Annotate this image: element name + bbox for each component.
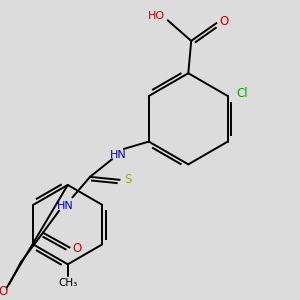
Text: HN: HN: [57, 201, 74, 211]
Text: O: O: [219, 15, 228, 28]
Text: HO: HO: [148, 11, 165, 22]
Text: Cl: Cl: [236, 87, 248, 100]
Text: O: O: [0, 285, 8, 298]
Text: HN: HN: [110, 150, 126, 160]
Text: O: O: [72, 242, 81, 255]
Text: S: S: [124, 173, 131, 186]
Text: CH₃: CH₃: [58, 278, 77, 288]
